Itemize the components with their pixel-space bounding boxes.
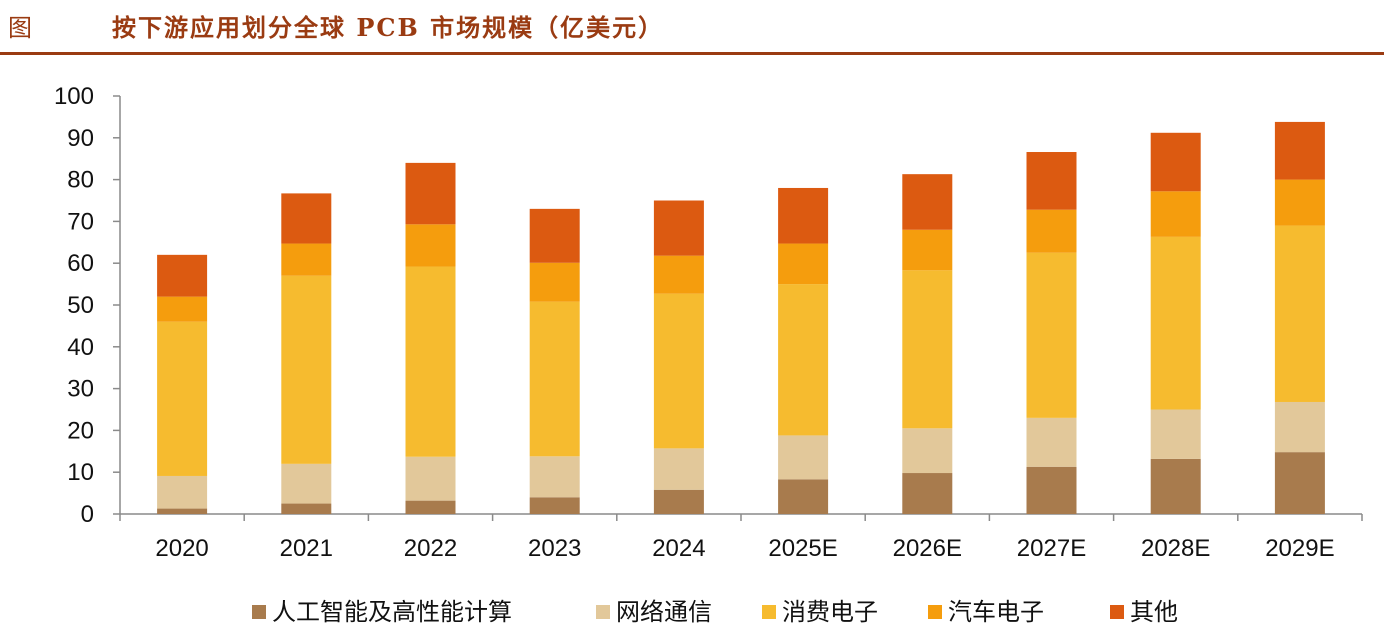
bar-segment — [1274, 121, 1325, 180]
bar-segment — [157, 321, 208, 476]
bar-segment — [281, 193, 332, 244]
legend-label: 消费电子 — [782, 598, 878, 626]
bar-segment — [1274, 452, 1325, 514]
x-tick-label: 2020 — [155, 535, 208, 562]
bar-segment — [1274, 401, 1325, 453]
x-tick-label: 2025E — [768, 535, 837, 562]
bar-segment — [1150, 458, 1201, 514]
x-tick-label: 2027E — [1017, 535, 1086, 562]
title-divider — [0, 52, 1384, 55]
bar-segment — [529, 301, 580, 457]
bar-segment — [653, 200, 704, 256]
bar-segment — [653, 448, 704, 490]
bar-segment — [1150, 409, 1201, 459]
bar-segment — [1274, 225, 1325, 402]
chart-title: 按下游应用划分全球 PCB 市场规模（亿美元） — [112, 13, 665, 42]
legend-swatch — [1110, 605, 1124, 619]
bar-segment — [157, 296, 208, 322]
bar-segment — [778, 187, 829, 244]
bar-segment — [281, 243, 332, 276]
x-tick-label: 2021 — [280, 535, 333, 562]
legend-swatch — [928, 605, 942, 619]
bar-segment — [529, 497, 580, 514]
bar-segment — [405, 500, 456, 514]
bar-segment — [529, 456, 580, 498]
legend-label: 其他 — [1130, 598, 1178, 626]
bar-segment — [157, 508, 208, 514]
bar-segment — [778, 435, 829, 480]
bar-segment — [1026, 252, 1077, 418]
y-tick-label: 60 — [67, 250, 94, 277]
bar-segment — [281, 503, 332, 514]
y-tick-label: 50 — [67, 292, 94, 319]
bar-segment — [778, 284, 829, 436]
bar-segment — [157, 254, 208, 297]
y-tick-label: 40 — [67, 334, 94, 361]
legend-label: 汽车电子 — [948, 598, 1044, 626]
bar-segment — [157, 475, 208, 509]
bar-segment — [902, 428, 953, 474]
bar-segment — [902, 229, 953, 271]
legend-swatch — [252, 605, 266, 619]
legend-label: 网络通信 — [616, 598, 712, 626]
x-tick-label: 2023 — [528, 535, 581, 562]
y-tick-label: 90 — [67, 125, 94, 152]
y-tick-label: 30 — [67, 376, 94, 403]
x-tick-label: 2026E — [893, 535, 962, 562]
bar-segment — [1026, 209, 1077, 253]
legend-swatch — [596, 605, 610, 619]
bar-segment — [653, 489, 704, 514]
bar-segment — [405, 456, 456, 501]
bar-segment — [1274, 179, 1325, 226]
bar-segment — [1150, 132, 1201, 192]
figure-label: 图 — [8, 14, 32, 42]
legend-label: 人工智能及高性能计算 — [272, 598, 512, 626]
x-tick-label: 2028E — [1141, 535, 1210, 562]
y-axis: 0 10 20 30 40 50 60 70 80 90 100 — [54, 83, 121, 528]
bar-segment — [902, 473, 953, 514]
bar-segment — [405, 224, 456, 267]
y-tick-label: 80 — [67, 167, 94, 194]
bar-segment — [653, 255, 704, 294]
legend-swatch — [762, 605, 776, 619]
y-tick-label: 20 — [67, 417, 94, 444]
bar-segment — [405, 266, 456, 457]
y-tick-label: 100 — [54, 83, 94, 110]
bar-segment — [902, 270, 953, 429]
x-tick-label: 2024 — [652, 535, 705, 562]
bar-segment — [281, 463, 332, 504]
bar-segment — [778, 243, 829, 285]
y-tick-label: 70 — [67, 208, 94, 235]
y-tick-label: 10 — [67, 459, 94, 486]
bar-segment — [902, 174, 953, 230]
x-axis: 2020 2021 2022 2023 2024 2025E 2026E 2027E 2028E… — [119, 513, 1363, 562]
bar-segment — [1026, 466, 1077, 514]
bar-segment — [1026, 152, 1077, 210]
x-tick-label: 2022 — [404, 535, 457, 562]
bar-segment — [778, 479, 829, 514]
y-tick-label: 0 — [81, 501, 94, 528]
bar-segment — [529, 208, 580, 263]
bar-segment — [405, 162, 456, 225]
bar-segment — [529, 262, 580, 302]
x-tick-label: 2029E — [1265, 535, 1334, 562]
bar-segment — [281, 275, 332, 464]
bar-segment — [1150, 191, 1201, 237]
bar-segment — [1026, 417, 1077, 467]
bars — [157, 121, 1325, 514]
legend: 人工智能及高性能计算 网络通信 消费电子 汽车电子 其他 — [252, 598, 1178, 626]
bar-segment — [1150, 236, 1201, 410]
bar-segment — [653, 293, 704, 449]
chart-header: 图 按下游应用划分全球 PCB 市场规模（亿美元） — [0, 0, 1384, 55]
